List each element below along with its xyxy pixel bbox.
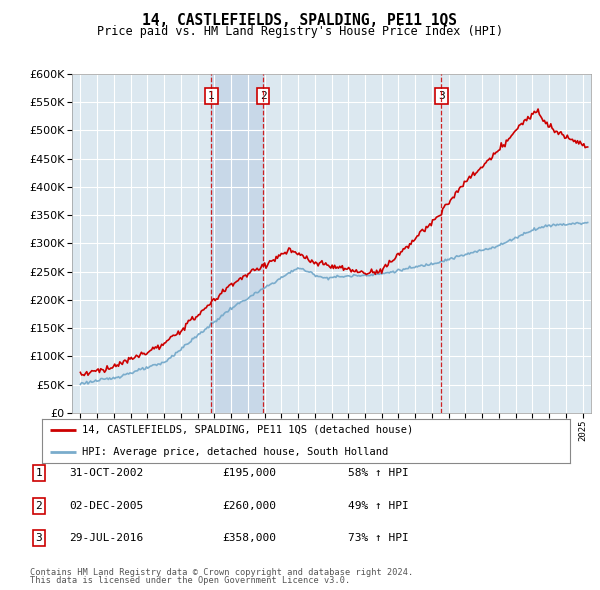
Text: 3: 3 bbox=[438, 91, 445, 101]
Text: 14, CASTLEFIELDS, SPALDING, PE11 1QS (detached house): 14, CASTLEFIELDS, SPALDING, PE11 1QS (de… bbox=[82, 425, 413, 435]
Text: £358,000: £358,000 bbox=[222, 533, 276, 543]
Text: Contains HM Land Registry data © Crown copyright and database right 2024.: Contains HM Land Registry data © Crown c… bbox=[30, 568, 413, 577]
Text: 49% ↑ HPI: 49% ↑ HPI bbox=[348, 501, 409, 510]
Text: 2: 2 bbox=[260, 91, 266, 101]
Text: 14, CASTLEFIELDS, SPALDING, PE11 1QS: 14, CASTLEFIELDS, SPALDING, PE11 1QS bbox=[143, 13, 458, 28]
Text: 58% ↑ HPI: 58% ↑ HPI bbox=[348, 468, 409, 478]
Text: 31-OCT-2002: 31-OCT-2002 bbox=[69, 468, 143, 478]
Text: 1: 1 bbox=[208, 91, 215, 101]
Text: 29-JUL-2016: 29-JUL-2016 bbox=[69, 533, 143, 543]
Text: 1: 1 bbox=[35, 468, 43, 478]
Text: Price paid vs. HM Land Registry's House Price Index (HPI): Price paid vs. HM Land Registry's House … bbox=[97, 25, 503, 38]
Text: HPI: Average price, detached house, South Holland: HPI: Average price, detached house, Sout… bbox=[82, 447, 388, 457]
Text: 73% ↑ HPI: 73% ↑ HPI bbox=[348, 533, 409, 543]
Text: 2: 2 bbox=[35, 501, 43, 510]
Text: 3: 3 bbox=[35, 533, 43, 543]
Text: 02-DEC-2005: 02-DEC-2005 bbox=[69, 501, 143, 510]
Bar bbox=[211, 74, 263, 413]
Text: This data is licensed under the Open Government Licence v3.0.: This data is licensed under the Open Gov… bbox=[30, 576, 350, 585]
Text: £260,000: £260,000 bbox=[222, 501, 276, 510]
Text: £195,000: £195,000 bbox=[222, 468, 276, 478]
